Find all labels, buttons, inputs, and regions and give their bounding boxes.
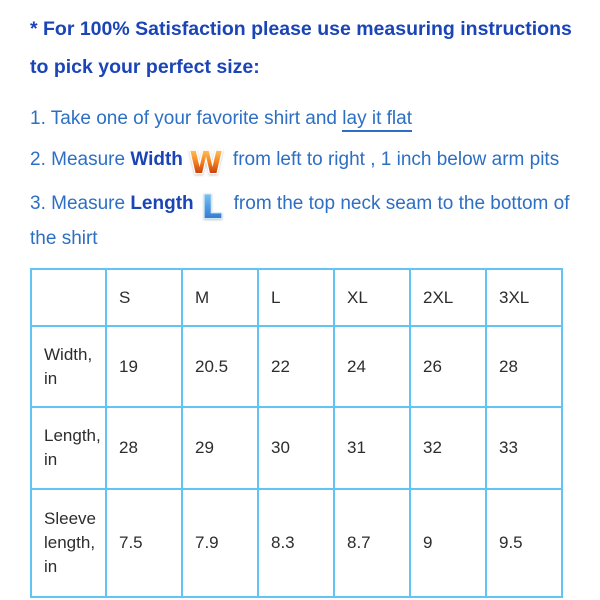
- w-letter-icon: W: [188, 145, 224, 183]
- step-3-instruction: 3. Measure Length L from the top neck se…: [30, 184, 574, 254]
- corner-empty-cell: [30, 268, 107, 327]
- sleeve-value-l: 8.3: [257, 488, 335, 598]
- row-label-length: Length, in: [30, 406, 107, 490]
- sleeve-value-s: 7.5: [105, 488, 183, 598]
- table-row-length: Length, in 28 29 30 31 32 33: [30, 406, 563, 490]
- length-value-xl: 31: [333, 406, 411, 490]
- width-value-l: 22: [257, 325, 335, 408]
- size-col-header-2xl: 2XL: [409, 268, 487, 327]
- width-value-xl: 24: [333, 325, 411, 408]
- size-col-header-3xl: 3XL: [485, 268, 563, 327]
- sleeve-value-3xl: 9.5: [485, 488, 563, 598]
- width-value-s: 19: [105, 325, 183, 408]
- step-1-instruction: 1. Take one of your favorite shirt and l…: [30, 104, 574, 134]
- step-2-text: 2. Measure: [30, 149, 131, 171]
- step-3-text-suffix: from the top neck seam to the bottom of: [233, 193, 570, 215]
- page-title: * For 100% Satisfaction please use measu…: [30, 10, 574, 86]
- width-value-3xl: 28: [485, 325, 563, 408]
- size-col-header-xl: XL: [333, 268, 411, 327]
- heading-line-1: * For 100% Satisfaction please use measu…: [30, 18, 572, 40]
- size-col-header-l: L: [257, 268, 335, 327]
- table-row-sleeve-length: Sleeve length, in 7.5 7.9 8.3 8.7 9 9.5: [30, 488, 563, 598]
- sleeve-value-xl: 8.7: [333, 488, 411, 598]
- l-letter-glyph: L: [201, 188, 221, 224]
- length-value-3xl: 33: [485, 406, 563, 490]
- step-2-text-suffix: from left to right , 1 inch below arm pi…: [232, 149, 560, 171]
- size-col-header-s: S: [105, 268, 183, 327]
- width-keyword: Width: [130, 149, 183, 171]
- size-col-header-m: M: [181, 268, 259, 327]
- step-1-text: 1. Take one of your favorite shirt and: [30, 108, 343, 129]
- lay-it-flat-underlined-text: lay it flat: [342, 108, 412, 132]
- length-value-l: 30: [257, 406, 335, 490]
- step-2-instruction: 2. Measure Width W from left to right , …: [30, 140, 574, 183]
- size-table-header-row: S M L XL 2XL 3XL: [30, 268, 563, 327]
- row-label-sleeve: Sleeve length, in: [30, 488, 107, 598]
- l-letter-icon: L: [200, 187, 222, 227]
- step-3-text: 3. Measure: [30, 193, 131, 215]
- length-value-m: 29: [181, 406, 259, 490]
- width-value-2xl: 26: [409, 325, 487, 408]
- length-value-2xl: 32: [409, 406, 487, 490]
- table-row-width: Width, in 19 20.5 22 24 26 28: [30, 325, 563, 408]
- heading-line-2: to pick your perfect size:: [30, 56, 260, 78]
- length-value-s: 28: [105, 406, 183, 490]
- sleeve-value-2xl: 9: [409, 488, 487, 598]
- length-keyword: Length: [130, 193, 194, 215]
- row-label-width: Width, in: [30, 325, 107, 408]
- size-table: S M L XL 2XL 3XL Width, in 19 20.5 22 24…: [30, 268, 563, 598]
- step-3-text-continuation: the shirt: [30, 228, 98, 249]
- w-letter-glyph: W: [189, 146, 222, 180]
- width-value-m: 20.5: [181, 325, 259, 408]
- sleeve-value-m: 7.9: [181, 488, 259, 598]
